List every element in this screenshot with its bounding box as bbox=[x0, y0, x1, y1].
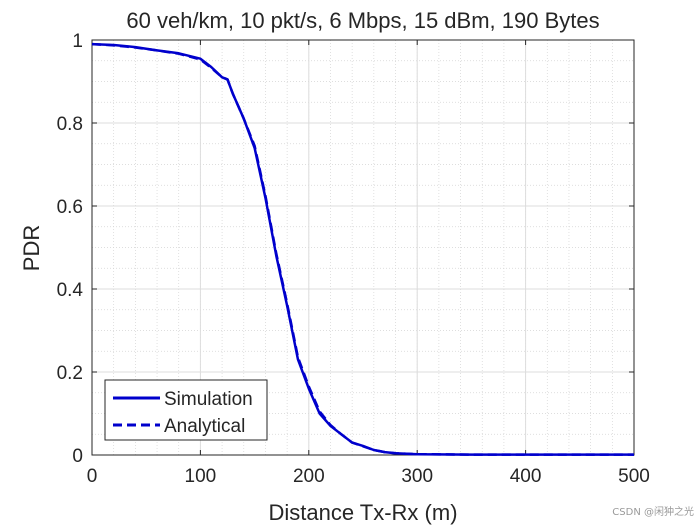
y-tick-label: 0.2 bbox=[57, 363, 83, 384]
y-tick-label: 0.6 bbox=[57, 197, 83, 218]
legend: Simulation Analytical bbox=[104, 379, 268, 441]
x-tick-label: 400 bbox=[510, 466, 542, 487]
series-layer bbox=[91, 42, 634, 456]
axis-ticks bbox=[91, 39, 635, 456]
y-tick-label: 0.4 bbox=[57, 280, 84, 301]
x-tick-label: 0 bbox=[87, 466, 98, 487]
x-tick-label: 100 bbox=[185, 466, 217, 487]
x-tick-label: 200 bbox=[293, 466, 325, 487]
plot-frame bbox=[91, 39, 635, 456]
y-tick-label: 0 bbox=[72, 446, 83, 467]
x-tick-labels: 0 100 200 300 400 500 bbox=[87, 466, 650, 487]
series-line-analytical bbox=[91, 42, 634, 456]
legend-box bbox=[104, 379, 268, 441]
y-tick-labels: 0 0.2 0.4 0.6 0.8 1 bbox=[57, 31, 84, 467]
x-tick-label: 300 bbox=[401, 466, 433, 487]
y-tick-label: 1 bbox=[72, 31, 83, 52]
chart-title: 60 veh/km, 10 pkt/s, 6 Mbps, 15 dBm, 190… bbox=[126, 8, 599, 33]
legend-label-analytical: Analytical bbox=[164, 416, 245, 437]
x-axis-label: Distance Tx-Rx (m) bbox=[268, 500, 457, 525]
legend-label-simulation: Simulation bbox=[164, 389, 253, 410]
y-tick-label: 0.8 bbox=[57, 114, 83, 135]
y-axis-label: PDR bbox=[19, 225, 44, 271]
watermark: CSDN @闲狆之光 bbox=[612, 507, 694, 518]
x-tick-label: 500 bbox=[618, 466, 650, 487]
